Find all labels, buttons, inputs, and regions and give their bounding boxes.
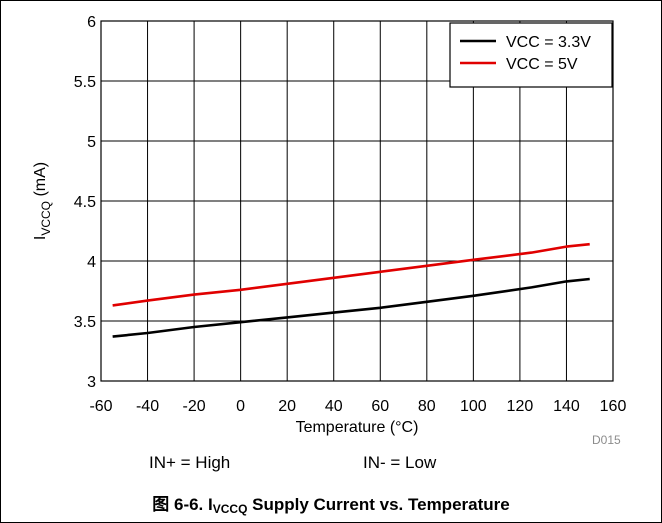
figure-id: D015 [592, 433, 621, 447]
y-tick-label: 4.5 [74, 194, 96, 211]
x-tick-label: 100 [460, 398, 487, 415]
x-tick-labels: -60 -40 -20 0 20 40 60 80 100 120 140 160 [89, 398, 626, 415]
x-tick-label: 120 [507, 398, 534, 415]
caption-suffix: Supply Current vs. Temperature [247, 495, 510, 514]
x-tick-label: 80 [418, 398, 436, 415]
y-tick-label: 3.5 [74, 314, 96, 331]
y-tick-label: 5 [87, 134, 96, 151]
x-tick-label: 140 [553, 398, 580, 415]
y-tick-label: 4 [87, 254, 96, 271]
legend-label: VCC = 3.3V [506, 34, 591, 51]
legend-box [449, 22, 613, 88]
y-tick-label: 3 [87, 374, 96, 391]
y-tick-label: 6 [87, 14, 96, 31]
x-tick-label: -40 [136, 398, 159, 415]
x-axis-label: Temperature (°C) [296, 419, 419, 436]
y-tick-label: 5.5 [74, 74, 96, 91]
caption-subscript: VCCQ [212, 502, 248, 516]
note-in-plus: IN+ = High [149, 453, 231, 472]
x-tick-label: -60 [89, 398, 112, 415]
line-chart: -60 -40 -20 0 20 40 60 80 100 120 140 160 3 3.5 4 4.5 5… [32, 14, 626, 436]
figure-caption: 图 6-6. IVCCQ Supply Current vs. Temperat… [1, 490, 661, 516]
note-in-minus: IN- = Low [363, 453, 437, 472]
series-lines [112, 242, 590, 338]
x-tick-label: 20 [278, 398, 296, 415]
x-tick-label: 160 [600, 398, 627, 415]
x-tick-label: -20 [183, 398, 206, 415]
y-axis-label: IVCCQ (mA) [32, 162, 53, 240]
x-tick-label: 60 [371, 398, 389, 415]
caption-prefix: 图 6-6. I [152, 495, 213, 514]
series-line-1 [112, 277, 590, 338]
y-tick-labels: 3 3.5 4 4.5 5 5.5 6 [74, 14, 96, 391]
legend-label: VCC = 5V [506, 56, 578, 73]
x-tick-label: 40 [325, 398, 343, 415]
series-line-2 [112, 242, 590, 307]
x-tick-label: 0 [236, 398, 245, 415]
legend: VCC = 3.3V VCC = 5V [449, 22, 613, 88]
plot-border [100, 20, 614, 382]
